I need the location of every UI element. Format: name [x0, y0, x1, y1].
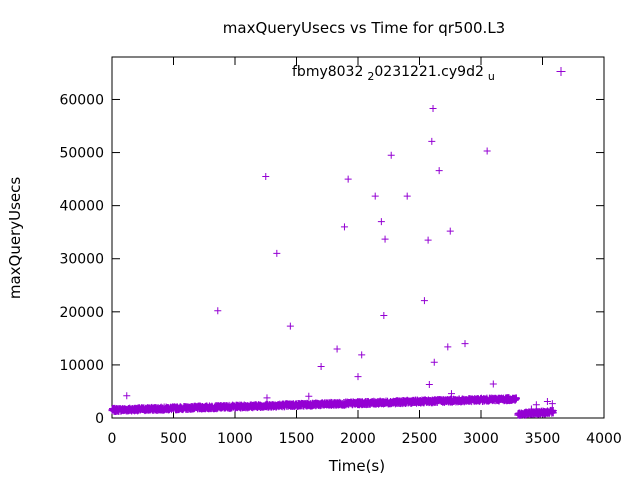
y-tick-label: 40000 — [59, 199, 104, 215]
data-point — [444, 343, 452, 351]
y-axis-ticks: 0 10000 20000 30000 40000 50000 60000 — [59, 92, 604, 427]
data-point — [381, 235, 389, 243]
legend-label-part-4: u — [488, 70, 495, 83]
data-point — [447, 390, 455, 398]
data-point — [214, 307, 222, 315]
y-tick-label: 20000 — [59, 305, 104, 321]
data-point — [262, 172, 270, 180]
data-point — [420, 297, 428, 305]
y-tick-label: 30000 — [59, 252, 104, 268]
y-axis-label: maxQueryUsecs — [6, 177, 24, 300]
data-point — [461, 340, 469, 348]
y-tick-label: 10000 — [59, 358, 104, 374]
data-point — [317, 363, 325, 371]
data-point — [532, 401, 540, 409]
legend: fbmy8032 20231221.cy9d2 u — [292, 64, 566, 83]
x-tick-label: 4000 — [586, 431, 622, 447]
data-point — [358, 351, 366, 359]
x-tick-label: 3500 — [525, 431, 561, 447]
data-point — [548, 400, 556, 408]
chart-title: maxQueryUsecs vs Time for qr500.L3 — [223, 19, 505, 37]
data-point — [263, 394, 271, 402]
data-point — [371, 192, 379, 200]
y-tick-label: 60000 — [59, 92, 104, 108]
data-point — [305, 392, 313, 400]
data-point — [344, 175, 352, 183]
data-point — [489, 380, 497, 388]
data-point — [512, 395, 520, 403]
x-tick-label: 2000 — [340, 431, 376, 447]
legend-label-part-2: 2 — [367, 70, 374, 83]
plot-frame — [111, 56, 605, 419]
legend-label-part-1: fbmy8032 — [292, 64, 363, 80]
data-point — [429, 104, 437, 112]
data-point — [446, 227, 454, 235]
data-point — [543, 398, 551, 406]
x-tick-label: 1500 — [279, 431, 315, 447]
data-point — [549, 409, 557, 417]
data-point — [286, 322, 294, 330]
y-tick-label: 50000 — [59, 146, 104, 162]
data-point — [380, 312, 388, 320]
data-point — [428, 137, 436, 145]
data-point — [377, 218, 385, 226]
data-point — [354, 373, 362, 381]
data-point — [403, 192, 411, 200]
data-point — [387, 151, 395, 159]
data-point — [425, 381, 433, 389]
data-point — [123, 392, 131, 400]
x-tick-label: 2500 — [402, 431, 438, 447]
x-axis-ticks: 0 500 1000 1500 2000 2500 3000 3500 4000 — [108, 57, 622, 447]
x-tick-label: 0 — [108, 431, 117, 447]
data-points — [108, 104, 557, 419]
x-tick-label: 3000 — [463, 431, 499, 447]
legend-label-part-3: 0231221.cy9d2 — [374, 64, 483, 80]
data-point — [483, 147, 491, 155]
legend-marker — [556, 67, 566, 76]
data-point — [273, 249, 281, 257]
data-point — [424, 236, 432, 244]
legend-label: fbmy8032 20231221.cy9d2 u — [292, 64, 495, 83]
data-point — [333, 345, 341, 353]
y-tick-label: 0 — [95, 411, 104, 427]
data-point — [435, 167, 443, 175]
data-point — [430, 358, 438, 366]
data-point — [340, 223, 348, 231]
x-tick-label: 500 — [160, 431, 187, 447]
data-point — [527, 405, 535, 413]
x-axis-label: Time(s) — [328, 457, 385, 475]
x-tick-label: 1000 — [217, 431, 253, 447]
